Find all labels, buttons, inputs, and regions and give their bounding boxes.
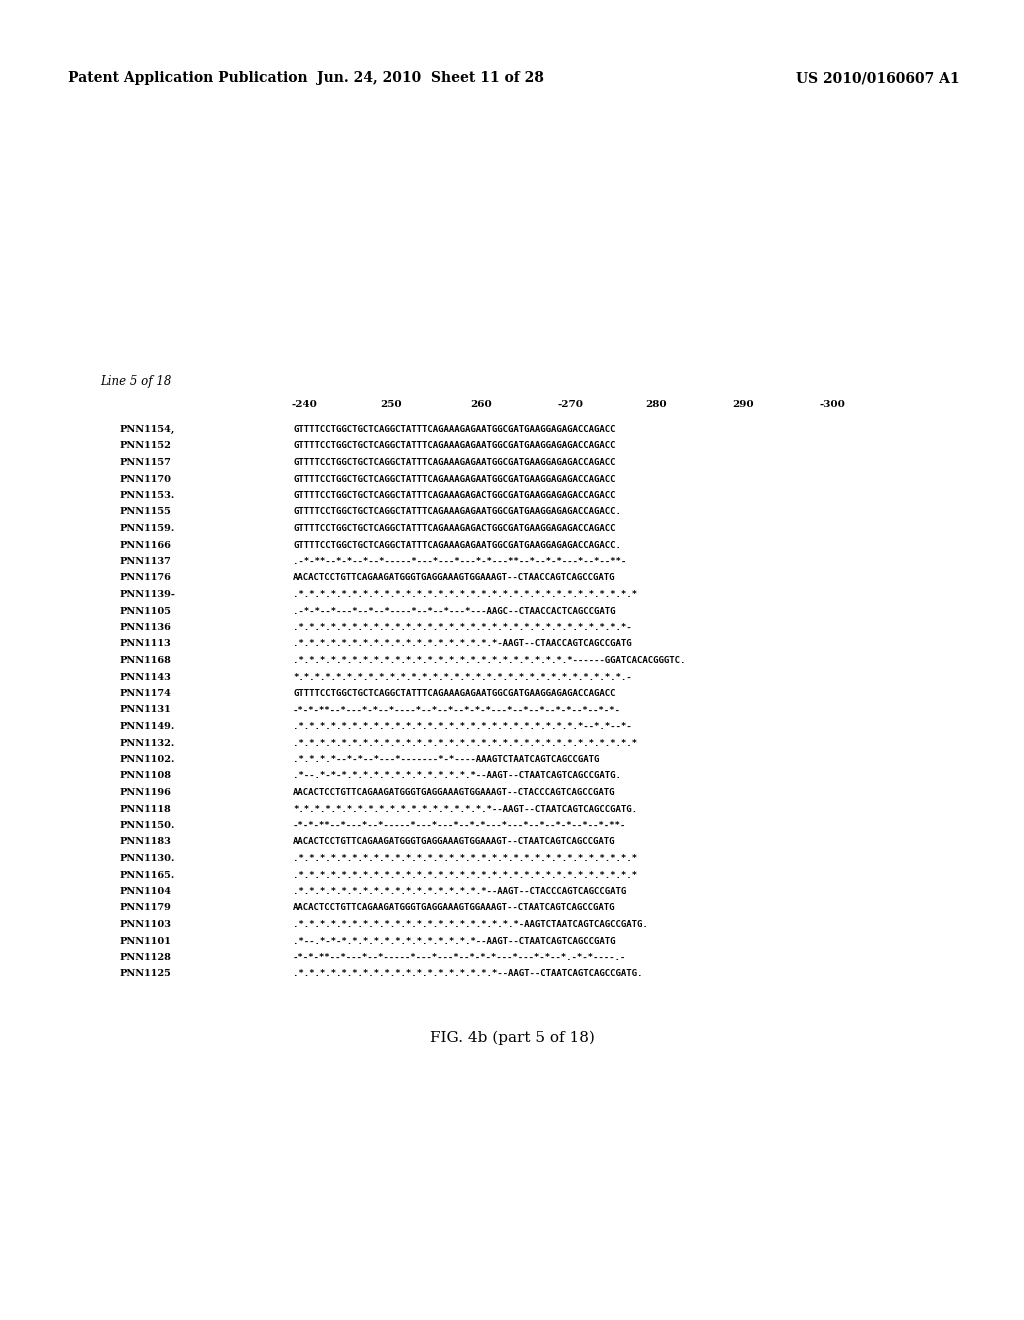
Text: .*.*.*.*.*.*.*.*.*.*.*.*.*.*.*.*.*.*.*.*.*.*.*.*.*.*.*--*.*--*-: .*.*.*.*.*.*.*.*.*.*.*.*.*.*.*.*.*.*.*.*…	[293, 722, 632, 731]
Text: GTTTTCCTGGCTGCTCAGGCTATTTCAGAAAGAGACTGGCGATGAAGGAGAGACCAGACC: GTTTTCCTGGCTGCTCAGGCTATTTCAGAAAGAGACTGGC…	[293, 491, 615, 500]
Text: GTTTTCCTGGCTGCTCAGGCTATTTCAGAAAGAGAATGGCGATGAAGGAGAGACCAGACC: GTTTTCCTGGCTGCTCAGGCTATTTCAGAAAGAGAATGGC…	[293, 458, 615, 467]
Text: PNN1139-: PNN1139-	[120, 590, 176, 599]
Text: 250: 250	[380, 400, 401, 409]
Text: GTTTTCCTGGCTGCTCAGGCTATTTCAGAAAGAGACTGGCGATGAAGGAGAGACCAGACC: GTTTTCCTGGCTGCTCAGGCTATTTCAGAAAGAGACTGGC…	[293, 524, 615, 533]
Text: PNN1102.: PNN1102.	[120, 755, 175, 764]
Text: PNN1159.: PNN1159.	[120, 524, 175, 533]
Text: PNN1179: PNN1179	[120, 903, 172, 912]
Text: GTTTTCCTGGCTGCTCAGGCTATTTCAGAAAGAGAATGGCGATGAAGGAGAGACCAGACC.: GTTTTCCTGGCTGCTCAGGCTATTTCAGAAAGAGAATGGC…	[293, 540, 621, 549]
Text: GTTTTCCTGGCTGCTCAGGCTATTTCAGAAAGAGAATGGCGATGAAGGAGAGACCAGACC: GTTTTCCTGGCTGCTCAGGCTATTTCAGAAAGAGAATGGC…	[293, 425, 615, 434]
Text: PNN1165.: PNN1165.	[120, 870, 175, 879]
Text: PNN1183: PNN1183	[120, 837, 172, 846]
Text: PNN1154,: PNN1154,	[120, 425, 175, 434]
Text: PNN1168: PNN1168	[120, 656, 172, 665]
Text: .*.*.*.*.*.*.*.*.*.*.*.*.*.*.*.*.*.*--AAGT--CTACCCAGTCAGCCGATG: .*.*.*.*.*.*.*.*.*.*.*.*.*.*.*.*.*.*--AA…	[293, 887, 627, 896]
Text: -*-*-**--*---*--*-----*---*---*--*-*---*---*--*--*-*--*--*-**-: -*-*-**--*---*--*-----*---*---*--*-*---*…	[293, 821, 627, 830]
Text: PNN1170: PNN1170	[120, 474, 172, 483]
Text: PNN1130.: PNN1130.	[120, 854, 175, 863]
Text: .*.*.*.*.*.*.*.*.*.*.*.*.*.*.*.*.*.*.*.*.*.*.*.*.*.*.*.*.*.*.*.*: .*.*.*.*.*.*.*.*.*.*.*.*.*.*.*.*.*.*.*.*…	[293, 854, 637, 863]
Text: .*--.*-*-*.*.*.*.*.*.*.*.*.*.*.*.*--AAGT--CTAATCAGTCAGCCGATG.: .*--.*-*-*.*.*.*.*.*.*.*.*.*.*.*.*--AAGT…	[293, 771, 621, 780]
Text: US 2010/0160607 A1: US 2010/0160607 A1	[797, 71, 961, 84]
Text: .*.*.*.*.*.*.*.*.*.*.*.*.*.*.*.*.*.*.*-AAGT--CTAACCAGTCAGCCGATG: .*.*.*.*.*.*.*.*.*.*.*.*.*.*.*.*.*.*.*-A…	[293, 639, 632, 648]
Text: .*.*.*.*.*.*.*.*.*.*.*.*.*.*.*.*.*.*.*.*.*.*.*.*.*.*.*.*.*.*.*.*: .*.*.*.*.*.*.*.*.*.*.*.*.*.*.*.*.*.*.*.*…	[293, 870, 637, 879]
Text: 260: 260	[470, 400, 492, 409]
Text: PNN1118: PNN1118	[120, 804, 172, 813]
Text: .-*-**--*-*--*--*-----*---*---*---*-*---**--*--*-*---*--*--**-: .-*-**--*-*--*--*-----*---*---*---*-*---…	[293, 557, 627, 566]
Text: -300: -300	[820, 400, 846, 409]
Text: PNN1101: PNN1101	[120, 936, 172, 945]
Text: -270: -270	[557, 400, 583, 409]
Text: .*.*.*.*.*.*.*.*.*.*.*.*.*.*.*.*.*.*.*.*.*.*.*.*.*.*.*.*.*.*.*.*: .*.*.*.*.*.*.*.*.*.*.*.*.*.*.*.*.*.*.*.*…	[293, 590, 637, 599]
Text: PNN1137: PNN1137	[120, 557, 172, 566]
Text: -*-*-**--*---*--*-----*---*---*--*-*-*---*---*-*--*.-*-*----.-: -*-*-**--*---*--*-----*---*---*--*-*-*--…	[293, 953, 627, 962]
Text: PNN1196: PNN1196	[120, 788, 172, 797]
Text: PNN1153.: PNN1153.	[120, 491, 175, 500]
Text: PNN1105: PNN1105	[120, 606, 172, 615]
Text: GTTTTCCTGGCTGCTCAGGCTATTTCAGAAAGAGAATGGCGATGAAGGAGAGACCAGACC: GTTTTCCTGGCTGCTCAGGCTATTTCAGAAAGAGAATGGC…	[293, 441, 615, 450]
Text: GTTTTCCTGGCTGCTCAGGCTATTTCAGAAAGAGAATGGCGATGAAGGAGAGACCAGACC: GTTTTCCTGGCTGCTCAGGCTATTTCAGAAAGAGAATGGC…	[293, 689, 615, 698]
Text: PNN1132.: PNN1132.	[120, 738, 175, 747]
Text: PNN1155: PNN1155	[120, 507, 172, 516]
Text: AACACTCCTGTTCAGAAGATGGGTGAGGAAAGTGGAAAGT--CTAATCAGTCAGCCGATG: AACACTCCTGTTCAGAAGATGGGTGAGGAAAGTGGAAAGT…	[293, 903, 615, 912]
Text: PNN1131: PNN1131	[120, 705, 172, 714]
Text: .*.*.*.*.*.*.*.*.*.*.*.*.*.*.*.*.*.*.*.*.*.*.*.*.*.*.*.*.*.*.*-: .*.*.*.*.*.*.*.*.*.*.*.*.*.*.*.*.*.*.*.*…	[293, 623, 632, 632]
Text: *.*.*.*.*.*.*.*.*.*.*.*.*.*.*.*.*.*.*--AAGT--CTAATCAGTCAGCCGATG.: *.*.*.*.*.*.*.*.*.*.*.*.*.*.*.*.*.*.*--A…	[293, 804, 637, 813]
Text: PNN1136: PNN1136	[120, 623, 172, 632]
Text: PNN1103: PNN1103	[120, 920, 172, 929]
Text: PNN1143: PNN1143	[120, 672, 172, 681]
Text: PNN1174: PNN1174	[120, 689, 172, 698]
Text: .*.*.*.*.*.*.*.*.*.*.*.*.*.*.*.*.*.*.*.*.*.*.*.*.*.*.*.*.*.*.*.*: .*.*.*.*.*.*.*.*.*.*.*.*.*.*.*.*.*.*.*.*…	[293, 738, 637, 747]
Text: PNN1125: PNN1125	[120, 969, 172, 978]
Text: Patent Application Publication: Patent Application Publication	[68, 71, 307, 84]
Text: 280: 280	[645, 400, 667, 409]
Text: PNN1150.: PNN1150.	[120, 821, 175, 830]
Text: .*.*.*.*.*.*.*.*.*.*.*.*.*.*.*.*.*.*.*--AAGT--CTAATCAGTCAGCCGATG.: .*.*.*.*.*.*.*.*.*.*.*.*.*.*.*.*.*.*.*--…	[293, 969, 642, 978]
Text: *.*.*.*.*.*.*.*.*.*.*.*.*.*.*.*.*.*.*.*.*.*.*.*.*.*.*.*.*.*.*.-: *.*.*.*.*.*.*.*.*.*.*.*.*.*.*.*.*.*.*.*.…	[293, 672, 632, 681]
Text: GTTTTCCTGGCTGCTCAGGCTATTTCAGAAAGAGAATGGCGATGAAGGAGAGACCAGACC.: GTTTTCCTGGCTGCTCAGGCTATTTCAGAAAGAGAATGGC…	[293, 507, 621, 516]
Text: FIG. 4b (part 5 of 18): FIG. 4b (part 5 of 18)	[429, 1031, 595, 1045]
Text: .*.*.*.*.*.*.*.*.*.*.*.*.*.*.*.*.*.*.*.*.*.*.*.*.*.*------GGATCACACGGGTC.: .*.*.*.*.*.*.*.*.*.*.*.*.*.*.*.*.*.*.*.*…	[293, 656, 685, 665]
Text: AACACTCCTGTTCAGAAGATGGGTGAGGAAAGTGGAAAGT--CTAATCAGTCAGCCGATG: AACACTCCTGTTCAGAAGATGGGTGAGGAAAGTGGAAAGT…	[293, 837, 615, 846]
Text: PNN1166: PNN1166	[120, 540, 172, 549]
Text: .*.*.*.*.*.*.*.*.*.*.*.*.*.*.*.*.*.*.*.*.*-AAGTCTAATCAGTCAGCCGATG.: .*.*.*.*.*.*.*.*.*.*.*.*.*.*.*.*.*.*.*.*…	[293, 920, 648, 929]
Text: PNN1113: PNN1113	[120, 639, 172, 648]
Text: PNN1152: PNN1152	[120, 441, 172, 450]
Text: PNN1176: PNN1176	[120, 573, 172, 582]
Text: AACACTCCTGTTCAGAAGATGGGTGAGGAAAGTGGAAAGT--CTACCCAGTCAGCCGATG: AACACTCCTGTTCAGAAGATGGGTGAGGAAAGTGGAAAGT…	[293, 788, 615, 797]
Text: AACACTCCTGTTCAGAAGATGGGTGAGGAAAGTGGAAAGT--CTAACCAGTCAGCCGATG: AACACTCCTGTTCAGAAGATGGGTGAGGAAAGTGGAAAGT…	[293, 573, 615, 582]
Text: Line 5 of 18: Line 5 of 18	[100, 375, 171, 388]
Text: GTTTTCCTGGCTGCTCAGGCTATTTCAGAAAGAGAATGGCGATGAAGGAGAGACCAGACC: GTTTTCCTGGCTGCTCAGGCTATTTCAGAAAGAGAATGGC…	[293, 474, 615, 483]
Text: .-*-*--*---*--*--*----*--*--*---*---AAGC--CTAACCACTCAGCCGATG: .-*-*--*---*--*--*----*--*--*---*---AAGC…	[293, 606, 615, 615]
Text: -*-*-**--*---*-*--*----*--*--*--*-*-*---*--*--*--*-*--*--*-*-: -*-*-**--*---*-*--*----*--*--*--*-*-*---…	[293, 705, 621, 714]
Text: .*.*.*.*--*-*--*---*-------*-*----AAAGTCTAATCAGTCAGCCGATG: .*.*.*.*--*-*--*---*-------*-*----AAAGTC…	[293, 755, 599, 764]
Text: 290: 290	[732, 400, 754, 409]
Text: PNN1157: PNN1157	[120, 458, 172, 467]
Text: Jun. 24, 2010  Sheet 11 of 28: Jun. 24, 2010 Sheet 11 of 28	[316, 71, 544, 84]
Text: PNN1108: PNN1108	[120, 771, 172, 780]
Text: -240: -240	[292, 400, 317, 409]
Text: .*--.*-*-*.*.*.*.*.*.*.*.*.*.*.*.*--AAGT--CTAATCAGTCAGCCGATG: .*--.*-*-*.*.*.*.*.*.*.*.*.*.*.*.*--AAGT…	[293, 936, 615, 945]
Text: PNN1128: PNN1128	[120, 953, 172, 962]
Text: PNN1104: PNN1104	[120, 887, 172, 896]
Text: PNN1149.: PNN1149.	[120, 722, 175, 731]
